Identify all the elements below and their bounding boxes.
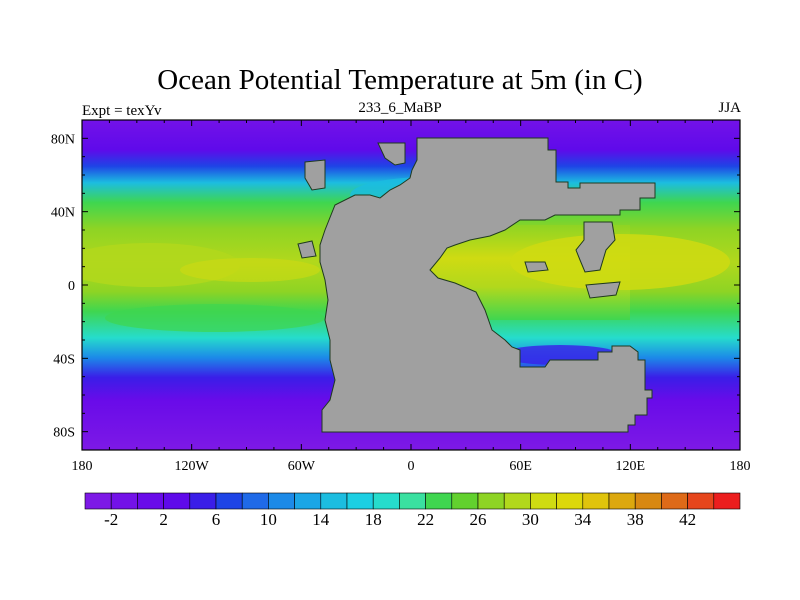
colorbar-box (503, 492, 531, 510)
colorbar-box (530, 492, 557, 510)
colorbar-label: -2 (104, 510, 118, 529)
colorbar-label: 42 (679, 510, 696, 529)
colorbar-box (268, 492, 295, 510)
colorbar-box (399, 492, 426, 510)
x-tick-label: 0 (408, 459, 415, 474)
pangaea-landmass (319, 137, 656, 433)
colorbar-box (582, 492, 610, 510)
island-asia (585, 281, 621, 299)
land-masses (297, 137, 656, 433)
cool-tongue-west (105, 304, 325, 332)
colorbar-label: 18 (365, 510, 382, 529)
y-axis-ticks (82, 119, 740, 451)
colorbar-label: 30 (522, 510, 539, 529)
experiment-label: Expt = texYv (82, 103, 162, 119)
colorbar-box (556, 492, 584, 510)
y-tick-label: 40S (53, 352, 75, 367)
colorbar-label: 38 (627, 510, 644, 529)
x-tick-label: 60E (509, 459, 532, 474)
x-tick-label: 180 (730, 459, 751, 474)
colorbar-box (137, 492, 164, 510)
island-north-west (304, 159, 326, 191)
colorbar-box (687, 492, 715, 510)
map-title: Ocean Potential Temperature at 5m (in C) (157, 64, 643, 96)
colorbar (84, 492, 741, 510)
x-axis-labels: 180 120W 60W 0 60E 120E 180 (72, 459, 751, 474)
colorbar-box (608, 492, 636, 510)
colorbar-labels: -2 2 6 10 14 18 22 26 30 34 38 42 (104, 510, 696, 529)
colorbar-box (346, 492, 374, 510)
colorbar-label: 14 (312, 510, 330, 529)
colorbar-box (425, 492, 453, 510)
x-tick-label: 180 (72, 459, 93, 474)
colorbar-box (372, 492, 400, 510)
colorbar-label: 22 (417, 510, 434, 529)
colorbar-box (189, 492, 217, 510)
colorbar-box (477, 492, 505, 510)
colorbar-label: 2 (159, 510, 168, 529)
x-tick-label: 120E (616, 459, 646, 474)
colorbar-label: 26 (470, 510, 487, 529)
colorbar-box (320, 492, 348, 510)
island-tethys (524, 261, 549, 273)
colorbar-box (241, 492, 269, 510)
colorbar-label: 6 (212, 510, 221, 529)
x-axis-ticks (81, 120, 741, 450)
warm-pool-east (510, 234, 730, 290)
colorbar-box (110, 492, 138, 510)
y-tick-label: 40N (51, 206, 75, 221)
colorbar-box (294, 492, 322, 510)
colorbar-box (661, 492, 688, 510)
island-north (377, 142, 406, 166)
colorbar-label: 34 (574, 510, 592, 529)
colorbar-box (84, 492, 112, 510)
colorbar-label: 10 (260, 510, 277, 529)
y-axis-labels: 80N 40N 0 40S 80S (51, 132, 75, 440)
y-tick-label: 80N (51, 132, 75, 147)
season-label: JJA (718, 100, 741, 116)
y-tick-label: 80S (53, 426, 75, 441)
colorbar-box (163, 492, 191, 510)
x-tick-label: 120W (175, 459, 210, 474)
time-label: 233_6_MaBP (358, 100, 442, 116)
island-west-coast (297, 240, 317, 259)
colorbar-box (713, 492, 741, 510)
colorbar-box (451, 492, 479, 510)
colorbar-box (215, 492, 243, 510)
colorbar-box (634, 492, 662, 510)
tethys-inner-landmass (575, 221, 616, 273)
y-tick-label: 0 (68, 279, 75, 294)
x-tick-label: 60W (288, 459, 316, 474)
warm-pool-central (180, 258, 320, 282)
